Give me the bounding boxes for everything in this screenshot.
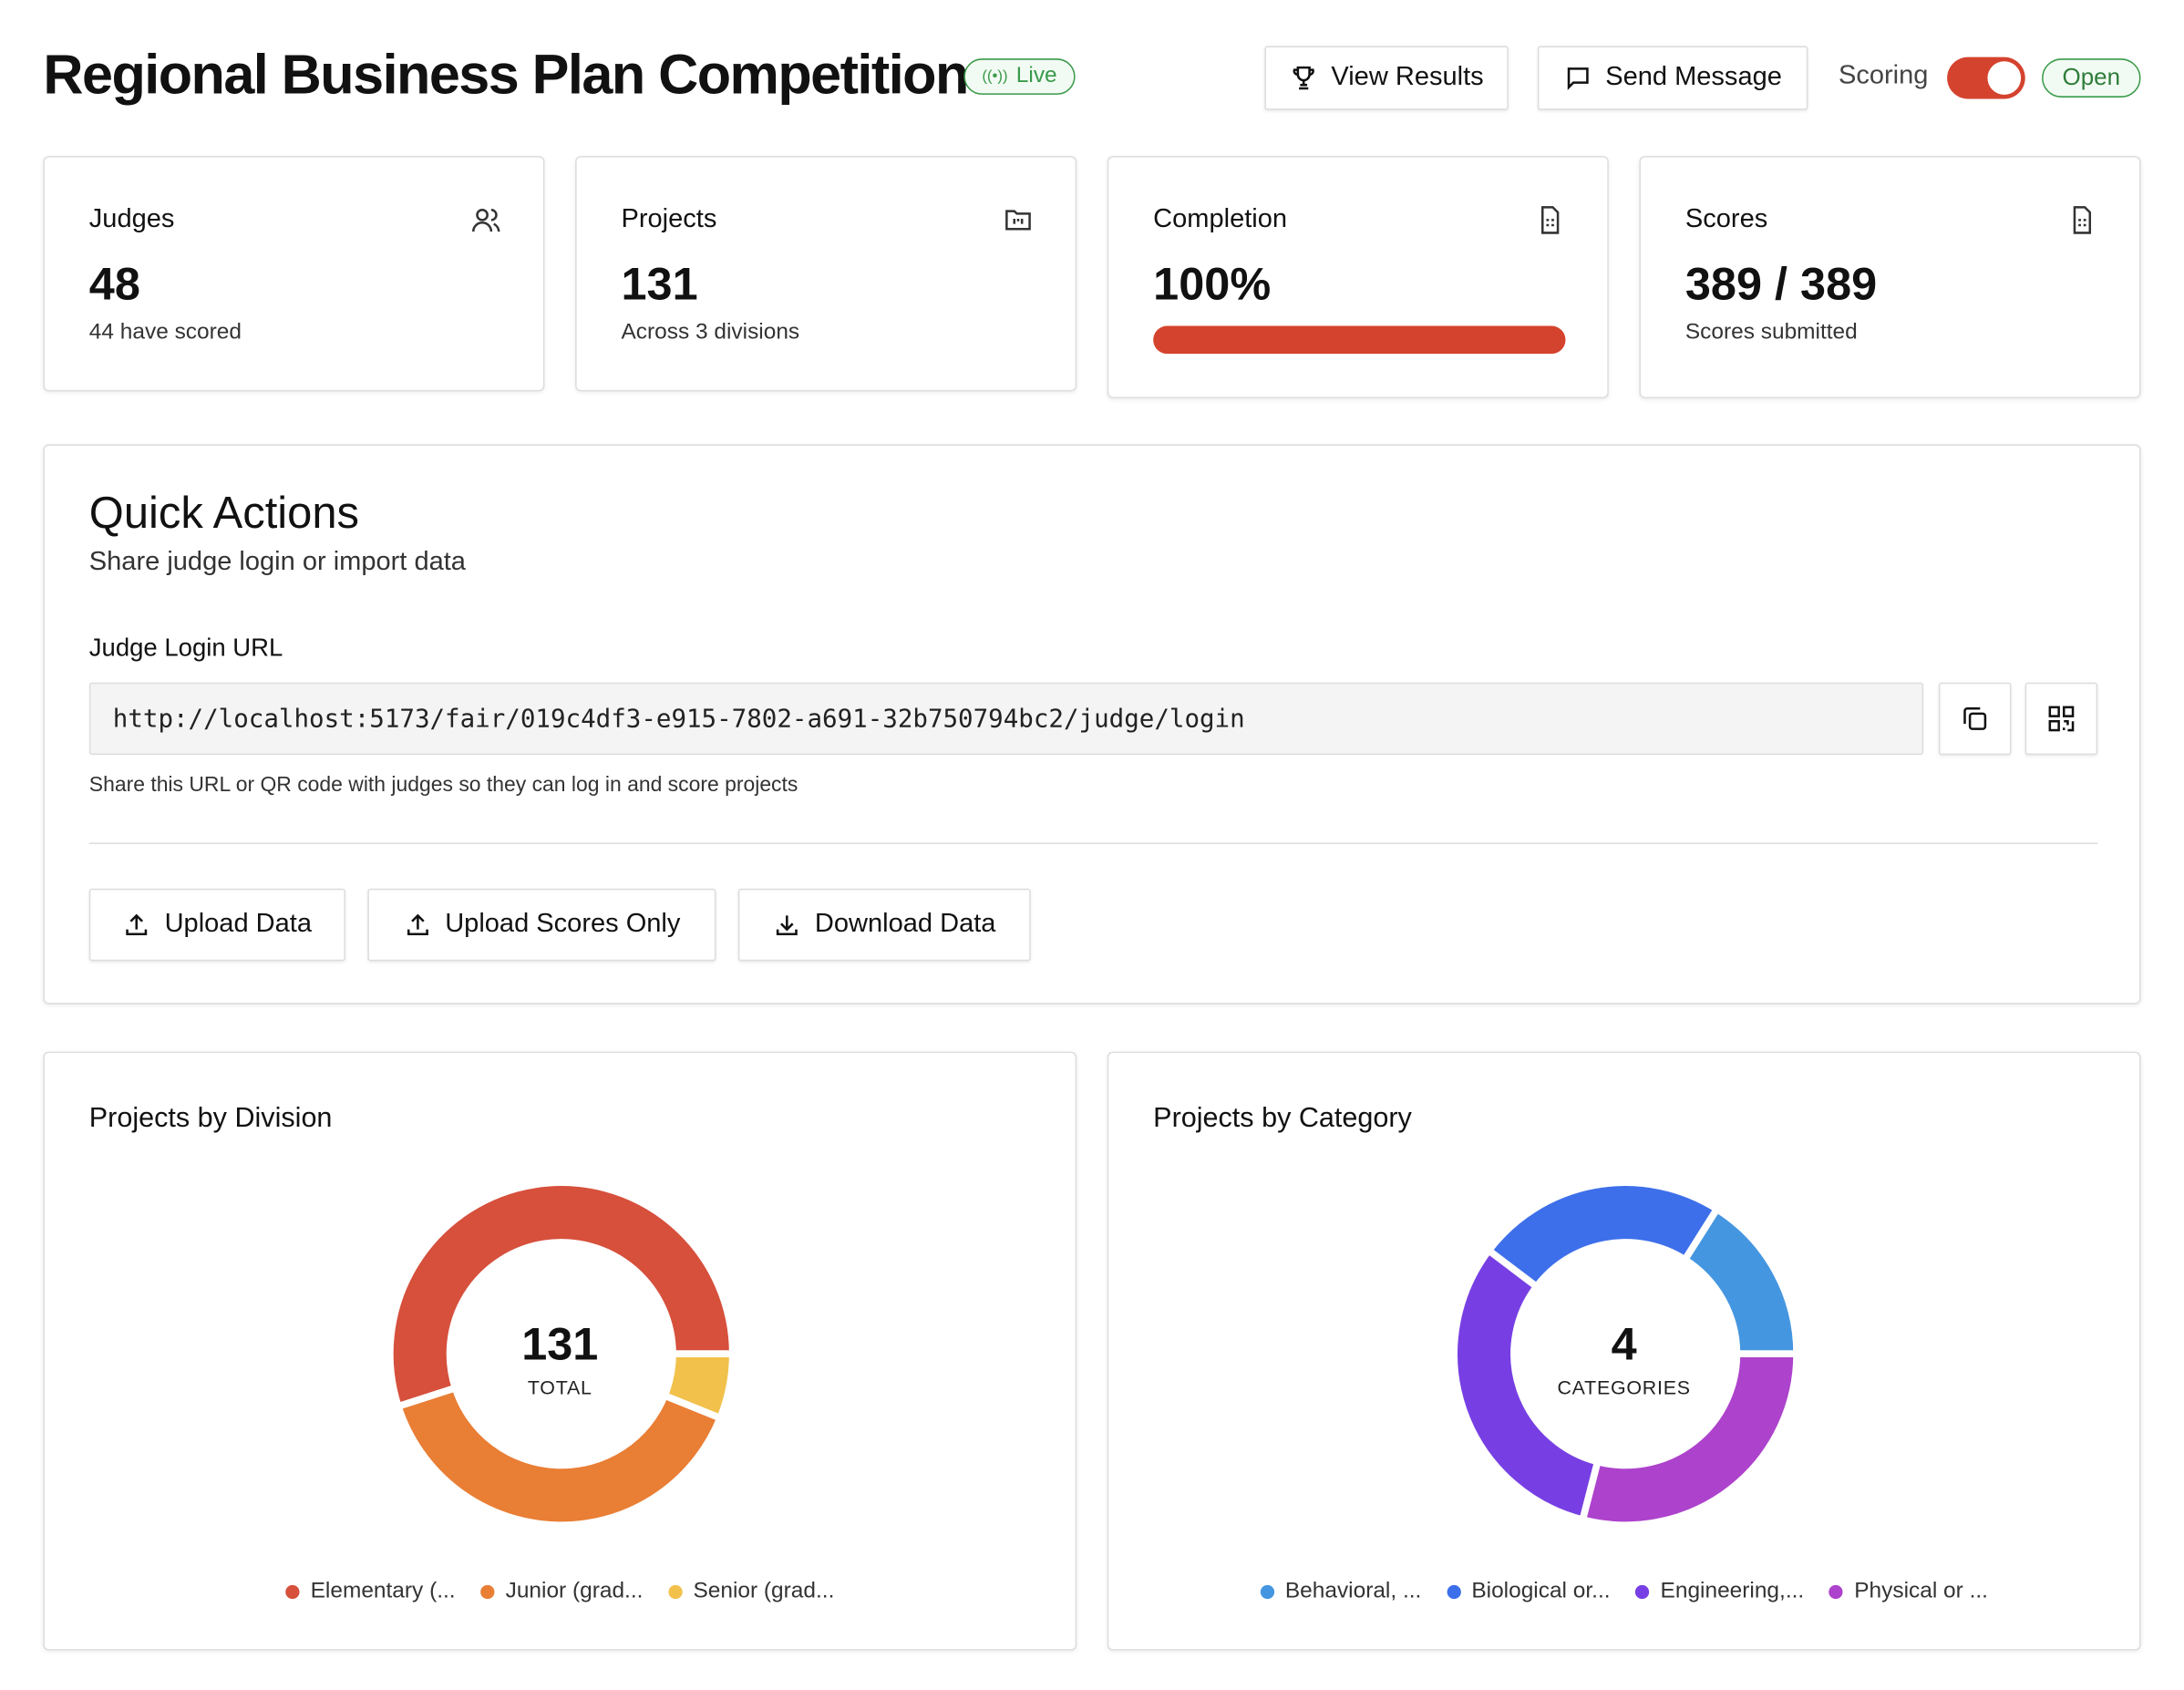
stat-sub: Across 3 divisions xyxy=(621,320,800,345)
upload-data-button[interactable]: Upload Data xyxy=(88,888,345,962)
live-badge: ((•)) Live xyxy=(963,58,1076,95)
document-icon xyxy=(2073,206,2092,234)
donut-slice-3[interactable] xyxy=(1578,1350,1800,1529)
donut-slice-0[interactable] xyxy=(386,1179,737,1411)
upload-icon xyxy=(407,913,428,936)
stat-label: Projects xyxy=(621,204,717,234)
category-donut-chart xyxy=(1450,1179,1800,1529)
legend-dot-icon xyxy=(1446,1584,1461,1600)
legend-dot-icon xyxy=(1260,1584,1274,1600)
send-message-label: Send Message xyxy=(1605,62,1782,92)
legend-item[interactable]: Biological or... xyxy=(1446,1579,1611,1605)
url-label: Judge Login URL xyxy=(88,634,283,662)
document-icon xyxy=(1540,206,1560,234)
legend-dot-icon xyxy=(285,1584,300,1600)
donut-slice-2[interactable] xyxy=(660,1350,737,1423)
stat-value: 131 xyxy=(621,257,698,310)
stat-sub: 44 have scored xyxy=(88,320,242,345)
donut-slice-2[interactable] xyxy=(1450,1245,1602,1524)
stat-value: 389 / 389 xyxy=(1684,257,1878,310)
legend-item[interactable]: Senior (grad... xyxy=(667,1579,835,1605)
live-label: Live xyxy=(1015,64,1057,88)
donut-center-value: 131 xyxy=(521,1317,599,1370)
section-subtitle: Share judge login or import data xyxy=(88,547,466,577)
donut-center-value: 4 xyxy=(1611,1317,1637,1370)
trophy-icon xyxy=(1293,66,1314,90)
stat-card-judges: Judges 48 44 have scored xyxy=(43,156,545,392)
judge-login-url-field[interactable]: http://localhost:5173/fair/019c4df3-e915… xyxy=(88,682,1924,756)
chart-legend: Elementary (... Junior (grad... Senior (gr… xyxy=(45,1580,1076,1605)
legend-label: Biological or... xyxy=(1471,1579,1611,1603)
view-results-label: View Results xyxy=(1331,62,1484,92)
legend-label: Physical or ... xyxy=(1854,1579,1988,1603)
donut-center-label: TOTAL xyxy=(527,1376,592,1399)
qr-code-icon xyxy=(2048,706,2075,732)
section-title: Quick Actions xyxy=(88,487,360,538)
upload-icon xyxy=(126,913,148,936)
upload-scores-label: Upload Scores Only xyxy=(445,909,681,939)
users-icon xyxy=(472,208,500,232)
legend-item[interactable]: Physical or ... xyxy=(1829,1580,1988,1605)
legend-dot-icon xyxy=(667,1584,683,1600)
stat-label: Scores xyxy=(1684,204,1768,234)
url-hint: Share this URL or QR code with judges so… xyxy=(88,773,798,798)
view-results-button[interactable]: View Results xyxy=(1264,46,1509,110)
legend-dot-icon xyxy=(480,1584,495,1600)
legend-item[interactable]: Elementary (... xyxy=(285,1579,456,1605)
chart-title: Projects by Category xyxy=(1153,1103,1412,1134)
quick-actions-panel: Quick Actions Share judge login or impor… xyxy=(43,444,2141,1005)
legend-dot-icon xyxy=(1635,1584,1650,1600)
legend-dot-icon xyxy=(1829,1584,1843,1600)
stat-card-completion: Completion 100% xyxy=(1107,156,1609,399)
upload-data-label: Upload Data xyxy=(164,909,312,939)
stat-card-scores: Scores 389 / 389 Scores submitted xyxy=(1639,156,2141,399)
stat-card-projects: Projects 131 Across 3 divisions xyxy=(575,156,1077,392)
copy-url-button[interactable] xyxy=(1938,682,2012,756)
broadcast-icon: ((•)) xyxy=(982,67,1008,86)
divider xyxy=(88,842,2098,844)
qr-code-button[interactable] xyxy=(2024,682,2098,756)
upload-scores-button[interactable]: Upload Scores Only xyxy=(367,888,716,962)
download-data-label: Download Data xyxy=(814,909,996,939)
category-chart-card: Projects by Category 4 CATEGORIES Behavi… xyxy=(1107,1051,2141,1651)
chart-legend: Behavioral, ... Biological or... Engineeri… xyxy=(1108,1580,2139,1605)
donut-center-label: CATEGORIES xyxy=(1557,1376,1691,1399)
legend-item[interactable]: Behavioral, ... xyxy=(1260,1580,1421,1605)
legend-item[interactable]: Engineering,... xyxy=(1635,1580,1804,1605)
legend-item[interactable]: Junior (grad... xyxy=(480,1580,643,1605)
stat-label: Judges xyxy=(88,204,175,234)
stat-value: 100% xyxy=(1153,257,1272,310)
status-badge: Open xyxy=(2042,58,2141,98)
legend-label: Senior (grad... xyxy=(693,1579,835,1603)
stat-value: 48 xyxy=(88,257,140,310)
donut-slice-1[interactable] xyxy=(1483,1179,1722,1292)
scoring-toggle[interactable] xyxy=(1947,57,2025,99)
chart-title: Projects by Division xyxy=(88,1103,333,1134)
send-message-button[interactable]: Send Message xyxy=(1537,46,1808,110)
legend-label: Elementary (... xyxy=(310,1579,456,1603)
page-title: Regional Business Plan Competition xyxy=(43,44,969,107)
legend-label: Junior (grad... xyxy=(505,1579,644,1603)
scoring-label: Scoring xyxy=(1838,61,1929,91)
message-icon xyxy=(1567,67,1589,90)
division-chart-card: Projects by Division 131 TOTAL Elementar… xyxy=(43,1051,1077,1651)
donut-slice-1[interactable] xyxy=(394,1383,726,1529)
completion-progress-bar xyxy=(1153,325,1566,355)
legend-label: Behavioral, ... xyxy=(1284,1579,1422,1603)
division-donut-chart xyxy=(386,1179,737,1529)
folder-chart-icon xyxy=(1005,210,1031,231)
legend-label: Engineering,... xyxy=(1660,1579,1805,1603)
stat-label: Completion xyxy=(1153,204,1288,234)
stat-sub: Scores submitted xyxy=(1684,320,1858,345)
download-data-button[interactable]: Download Data xyxy=(737,888,1031,962)
copy-icon xyxy=(1963,706,1987,730)
download-icon xyxy=(776,915,798,936)
